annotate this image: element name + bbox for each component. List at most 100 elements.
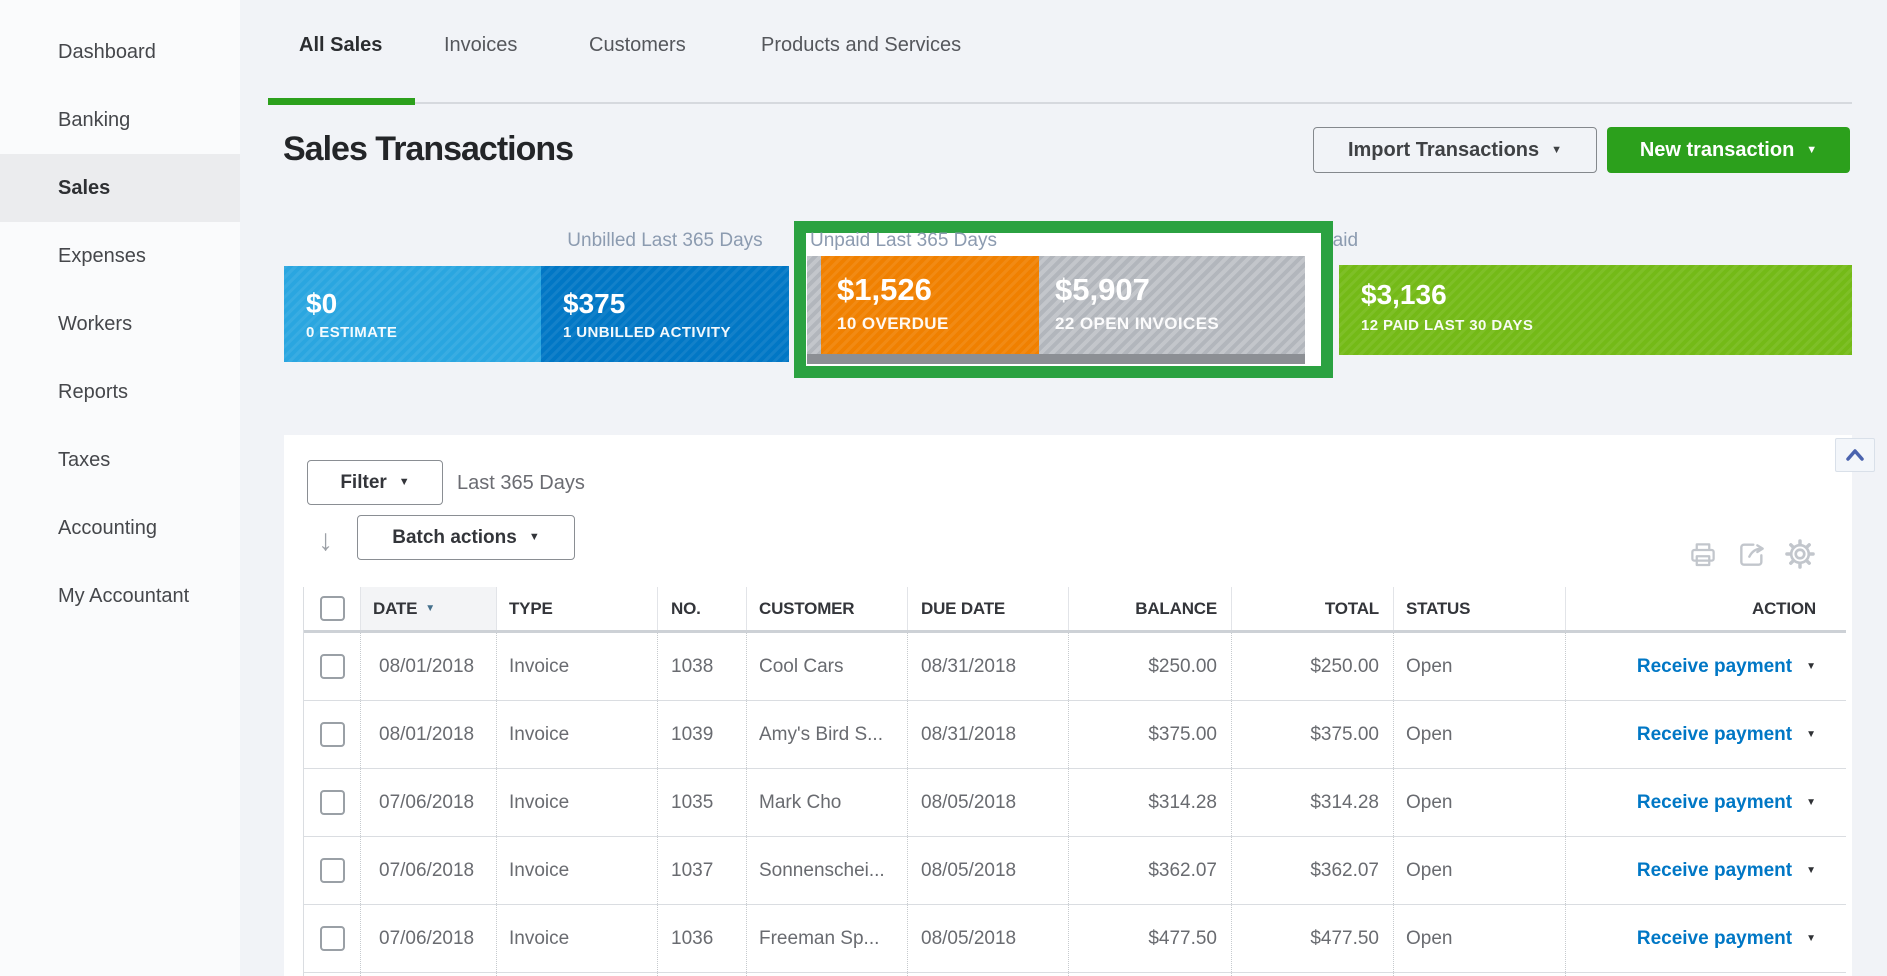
column-header-balance[interactable]: BALANCE: [1069, 587, 1232, 630]
column-header-no[interactable]: NO.: [658, 587, 747, 630]
column-header-action: ACTION: [1752, 598, 1816, 618]
moneybar-tile-estimate[interactable]: $0 0 ESTIMATE: [284, 266, 541, 362]
cell-balance: $250.00: [1069, 633, 1232, 700]
print-icon[interactable]: [1688, 540, 1718, 575]
cell-no: 1036: [658, 905, 747, 972]
moneybar-tile-unbilled[interactable]: $375 1 UNBILLED ACTIVITY: [541, 266, 789, 362]
tab-all-sales[interactable]: All Sales: [299, 34, 383, 56]
batch-actions-button[interactable]: Batch actions ▼: [357, 515, 575, 560]
sidebar-item-dashboard[interactable]: Dashboard: [58, 40, 156, 63]
receive-payment-link[interactable]: Receive payment: [1636, 791, 1793, 813]
tabbar-divider: [268, 102, 1852, 104]
cell-date: 07/06/2018: [361, 769, 497, 836]
unbilled-section-label: Unbilled Last 365 Days: [567, 230, 763, 251]
cell-type: Invoice: [497, 633, 658, 700]
caret-down-icon[interactable]: ▼: [1806, 797, 1816, 808]
cell-customer: Freeman Sp...: [747, 905, 908, 972]
sidebar-item-reports[interactable]: Reports: [58, 380, 129, 403]
cell-due-date: 08/31/2018: [908, 633, 1069, 700]
sidebar-item-sales[interactable]: Sales: [0, 154, 240, 222]
row-checkbox[interactable]: [319, 926, 345, 951]
cell-status: Open: [1394, 769, 1566, 836]
sort-descending-icon: ▼: [425, 603, 435, 614]
cell-date: 08/01/2018: [361, 633, 497, 700]
caret-down-icon: ▼: [1551, 143, 1563, 156]
cell-due-date: 08/05/2018: [908, 837, 1069, 904]
filter-label: Filter: [340, 471, 387, 493]
active-tab-underline: [268, 98, 415, 105]
row-checkbox[interactable]: [319, 722, 345, 747]
page-title: Sales Transactions: [283, 130, 574, 168]
caret-down-icon: ▼: [528, 531, 540, 543]
column-header-total[interactable]: TOTAL: [1232, 587, 1394, 630]
date-range-label: Last 365 Days: [457, 472, 585, 494]
sidebar-item-accounting[interactable]: Accounting: [58, 516, 157, 539]
date-header-label: DATE: [373, 598, 418, 618]
receive-payment-link[interactable]: Receive payment: [1636, 723, 1793, 745]
cell-customer: Mark Cho: [747, 769, 908, 836]
cell-type: Invoice: [497, 905, 658, 972]
caret-down-icon[interactable]: ▼: [1806, 865, 1816, 876]
unbilled-amount: $375: [563, 288, 626, 319]
sales-transactions-table: DATE ▼ TYPE NO. CUSTOMER DUE DATE BALANC…: [303, 587, 1846, 976]
import-transactions-label: Import Transactions: [1347, 138, 1540, 161]
cell-no: 1038: [658, 633, 747, 700]
table-row-partial: [304, 973, 1846, 976]
new-transaction-button[interactable]: New transaction ▼: [1607, 127, 1850, 173]
sidebar-item-taxes[interactable]: Taxes: [58, 448, 111, 471]
export-icon[interactable]: [1736, 538, 1768, 575]
unpaid-bar-base-strip: [807, 354, 1305, 364]
cell-date: 07/06/2018: [361, 837, 497, 904]
caret-down-icon[interactable]: ▼: [1806, 661, 1816, 672]
filter-button[interactable]: Filter ▼: [307, 460, 443, 505]
cell-due-date: 08/05/2018: [908, 905, 1069, 972]
row-checkbox[interactable]: [319, 654, 345, 679]
column-header-due-date[interactable]: DUE DATE: [908, 587, 1069, 630]
sidebar-item-my-accountant[interactable]: My Accountant: [58, 584, 190, 607]
batch-actions-label: Batch actions: [392, 526, 517, 548]
receive-payment-link[interactable]: Receive payment: [1636, 655, 1793, 677]
cell-total: $314.28: [1232, 769, 1394, 836]
overdue-caption: 10 OVERDUE: [837, 314, 949, 333]
cell-type: Invoice: [497, 837, 658, 904]
open-invoices-amount: $5,907: [1055, 272, 1150, 307]
tab-invoices[interactable]: Invoices: [444, 34, 518, 56]
cell-no: 1039: [658, 701, 747, 768]
moneybar-tile-open-invoices[interactable]: $5,907 22 OPEN INVOICES: [1039, 256, 1305, 354]
sidebar-item-banking[interactable]: Banking: [58, 108, 131, 131]
sidebar-item-workers[interactable]: Workers: [58, 312, 133, 335]
row-checkbox[interactable]: [319, 858, 345, 883]
gear-icon[interactable]: [1784, 538, 1816, 575]
cell-date: 07/06/2018: [361, 905, 497, 972]
table-row: 07/06/2018 Invoice 1035 Mark Cho 08/05/2…: [304, 769, 1846, 837]
table-row: 07/06/2018 Invoice 1037 Sonnenschei... 0…: [304, 837, 1846, 905]
caret-down-icon[interactable]: ▼: [1806, 729, 1816, 740]
cell-balance: $375.00: [1069, 701, 1232, 768]
column-header-type[interactable]: TYPE: [497, 587, 658, 630]
cell-type: Invoice: [497, 769, 658, 836]
tab-products-and-services[interactable]: Products and Services: [761, 34, 962, 56]
receive-payment-link[interactable]: Receive payment: [1636, 859, 1793, 881]
column-header-status[interactable]: STATUS: [1394, 587, 1566, 630]
caret-down-icon[interactable]: ▼: [1806, 933, 1816, 944]
cell-status: Open: [1394, 905, 1566, 972]
sidebar-item-expenses[interactable]: Expenses: [58, 244, 146, 267]
cell-balance: $362.07: [1069, 837, 1232, 904]
column-header-customer[interactable]: CUSTOMER: [747, 587, 908, 630]
moneybar-tile-paid[interactable]: $3,136 12 PAID LAST 30 DAYS: [1339, 265, 1852, 355]
import-transactions-button[interactable]: Import Transactions ▼: [1313, 127, 1597, 173]
row-checkbox[interactable]: [319, 790, 345, 815]
select-all-checkbox[interactable]: [319, 596, 345, 621]
cell-customer: Cool Cars: [747, 633, 908, 700]
moneybar-tile-overdue[interactable]: $1,526 10 OVERDUE: [821, 256, 1039, 354]
collapse-moneybar-button[interactable]: [1835, 438, 1875, 472]
new-transaction-label: New transaction: [1639, 138, 1795, 161]
cell-type: Invoice: [497, 701, 658, 768]
tab-customers[interactable]: Customers: [589, 34, 686, 56]
cell-date: 08/01/2018: [361, 701, 497, 768]
cell-status: Open: [1394, 633, 1566, 700]
receive-payment-link[interactable]: Receive payment: [1636, 927, 1793, 949]
column-header-date[interactable]: DATE ▼: [361, 587, 497, 630]
move-down-arrow-icon[interactable]: ↓: [318, 524, 333, 557]
